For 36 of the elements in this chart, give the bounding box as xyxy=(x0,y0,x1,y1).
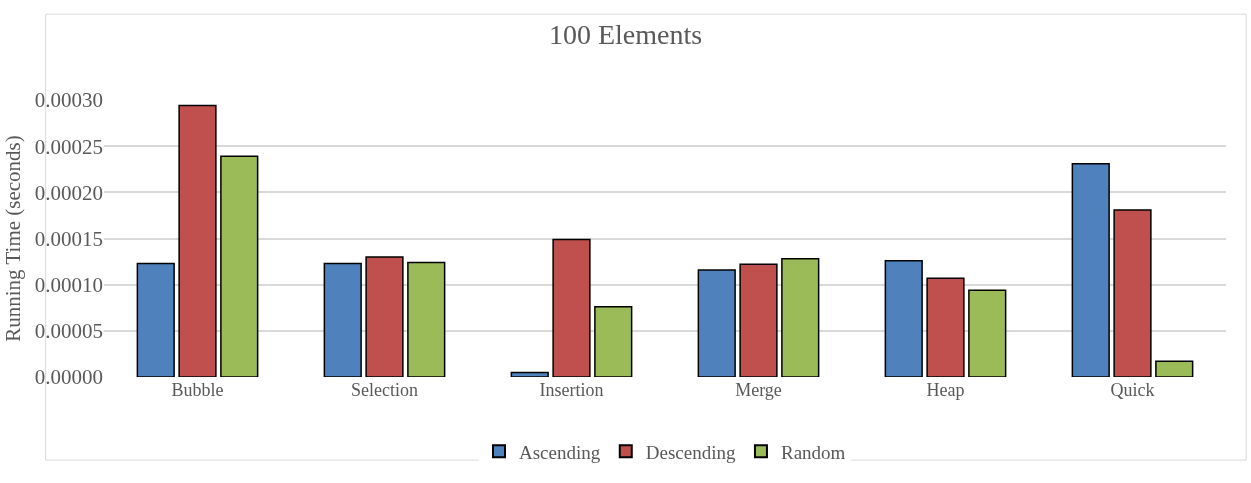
x-tick-label: Selection xyxy=(351,380,418,400)
x-tick-label: Insertion xyxy=(539,380,604,400)
bar xyxy=(407,261,446,377)
legend-label: Descending xyxy=(645,441,736,463)
bar xyxy=(781,258,820,377)
x-tick-label: Heap xyxy=(926,380,965,400)
y-axis-title: Running Time (seconds) xyxy=(0,135,25,342)
y-tick-label: 0.00000 xyxy=(34,365,103,390)
y-tick-label: 0.00010 xyxy=(34,273,103,298)
bar xyxy=(1071,162,1110,377)
bar xyxy=(365,256,404,377)
x-tick-label: Bubble xyxy=(171,380,224,400)
y-tick-label: 0.00015 xyxy=(34,226,103,251)
bar xyxy=(510,371,549,377)
bar xyxy=(926,277,965,377)
y-tick-label: 0.00025 xyxy=(34,134,103,159)
bar xyxy=(1155,360,1194,377)
x-tick-label: Quick xyxy=(1110,380,1155,400)
bar xyxy=(594,306,633,377)
bar xyxy=(739,263,778,377)
bar xyxy=(697,269,736,377)
y-tick-label: 0.00030 xyxy=(34,88,103,113)
bar xyxy=(178,104,217,377)
y-tick-label: 0.00020 xyxy=(34,180,103,205)
legend-label: Ascending xyxy=(519,441,601,463)
bar xyxy=(1113,209,1152,377)
legend-label: Random xyxy=(780,441,846,463)
y-tick-label: 0.00005 xyxy=(34,319,103,344)
bar xyxy=(136,262,175,377)
x-tick-label: Merge xyxy=(735,380,782,400)
chart-title: 100 Elements xyxy=(548,18,703,50)
bar xyxy=(323,262,362,377)
bar xyxy=(552,238,591,377)
bar xyxy=(968,289,1007,377)
bar xyxy=(220,155,259,377)
bar xyxy=(884,259,923,377)
